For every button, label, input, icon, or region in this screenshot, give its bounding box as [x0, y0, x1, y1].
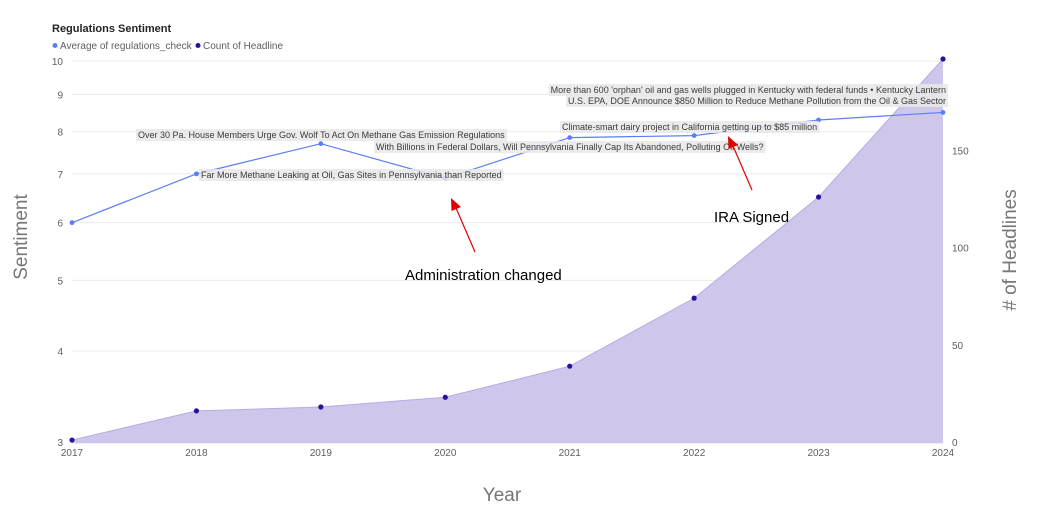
headline-label-group: More than 600 'orphan' oil and gas wells… — [548, 84, 948, 96]
sentiment-point-2021 — [567, 135, 573, 141]
x-tick-label: 2021 — [559, 448, 582, 459]
headline-count-point-2024 — [940, 56, 946, 62]
y2-tick-label: 100 — [952, 244, 969, 255]
y-tick-label: 4 — [57, 347, 63, 358]
x-tick-label: 2020 — [434, 448, 457, 459]
y-tick-label: 8 — [57, 128, 63, 139]
headline-label-group: Climate-smart dairy project in Californi… — [560, 121, 820, 133]
headline-label: Over 30 Pa. House Members Urge Gov. Wolf… — [138, 130, 505, 140]
headline-count-point-2017 — [69, 437, 75, 443]
x-axis-title: Year — [483, 485, 522, 506]
y-tick-label: 10 — [52, 57, 64, 68]
headline-label-group: With Billions in Federal Dollars, Will P… — [374, 141, 766, 153]
headline-label-group: U.S. EPA, DOE Announce $850 Million to R… — [565, 95, 948, 107]
headline-label-bg — [548, 84, 948, 96]
x-tick-label: 2022 — [683, 448, 706, 459]
y2-tick-label: 50 — [952, 341, 964, 352]
headline-count-point-2021 — [567, 363, 573, 369]
x-tick-label: 2019 — [310, 448, 333, 459]
annotation-administration-changed: Administration changed — [405, 267, 562, 284]
legend-label-average[interactable]: Average of regulations_check — [60, 41, 193, 52]
x-tick-label: 2023 — [807, 448, 830, 459]
x-tick-label: 2018 — [185, 448, 208, 459]
headline-count-area-fill — [72, 59, 943, 443]
headline-count-point-2023 — [815, 194, 822, 200]
headline-label-group: Over 30 Pa. House Members Urge Gov. Wolf… — [136, 129, 508, 141]
y2-tick-label: 150 — [952, 146, 969, 157]
sentiment-point-2022 — [691, 133, 697, 138]
annotation-arrows — [451, 136, 753, 253]
sentiment-point-2019 — [318, 141, 324, 147]
legend: Average of regulations_check Count of He… — [52, 41, 283, 52]
sentiment-point-2024 — [940, 110, 946, 115]
headline-count-area-edge — [71, 58, 944, 441]
y-axis-ticks: 3 4 5 6 7 8 9 10 — [52, 57, 64, 449]
y2-tick-label: 0 — [952, 438, 958, 449]
legend-label-count[interactable]: Count of Headline — [203, 41, 283, 52]
annotation-ira-signed: IRA Signed — [714, 209, 789, 226]
legend-marker-count — [195, 43, 201, 48]
x-axis-ticks: 2017 2018 2019 2020 2021 2022 2023 2024 — [61, 448, 955, 459]
headline-label: More than 600 'orphan' oil and gas wells… — [551, 85, 946, 95]
y-tick-label: 3 — [57, 438, 63, 449]
sentiment-point-2018 — [194, 171, 199, 177]
sentiment-point-2017 — [69, 220, 75, 226]
headline-count-point-2018 — [193, 408, 200, 414]
y2-axis-ticks: 0 50 100 150 — [952, 146, 969, 449]
headline-labels: More than 600 'orphan' oil and gas wells… — [136, 84, 948, 181]
y-tick-label: 5 — [57, 276, 63, 287]
headline-label: Far More Methane Leaking at Oil, Gas Sit… — [201, 170, 502, 180]
administration-arrow — [455, 207, 476, 253]
x-tick-label: 2024 — [932, 448, 955, 459]
y-axis-title: Sentiment — [11, 194, 32, 280]
headline-label: With Billions in Federal Dollars, Will P… — [376, 142, 764, 152]
headline-label: U.S. EPA, DOE Announce $850 Million to R… — [568, 96, 946, 106]
headline-label-bg — [560, 121, 820, 133]
headline-count-area — [69, 56, 946, 443]
y-tick-label: 9 — [57, 90, 63, 101]
headline-label-bg — [565, 95, 948, 107]
headline-count-point-2020 — [442, 394, 448, 400]
headline-label-group: Far More Methane Leaking at Oil, Gas Sit… — [199, 169, 504, 181]
y2-axis-title: # of Headlines — [1000, 189, 1021, 310]
headline-label-bg — [374, 141, 766, 153]
legend-marker-average — [52, 43, 58, 48]
y-tick-label: 6 — [57, 219, 63, 230]
headline-count-point-2022 — [691, 295, 697, 301]
ira-arrow-head — [728, 136, 738, 149]
headline-count-point-2019 — [318, 404, 324, 410]
headline-label-bg — [199, 169, 504, 181]
ira-arrow — [732, 145, 753, 191]
administration-arrow-head — [451, 198, 461, 211]
headline-label: Climate-smart dairy project in Californi… — [562, 122, 817, 132]
headline-label-bg — [136, 129, 508, 141]
chart-title: Regulations Sentiment — [52, 23, 172, 35]
x-tick-label: 2017 — [61, 448, 84, 459]
y-tick-label: 7 — [57, 170, 63, 181]
